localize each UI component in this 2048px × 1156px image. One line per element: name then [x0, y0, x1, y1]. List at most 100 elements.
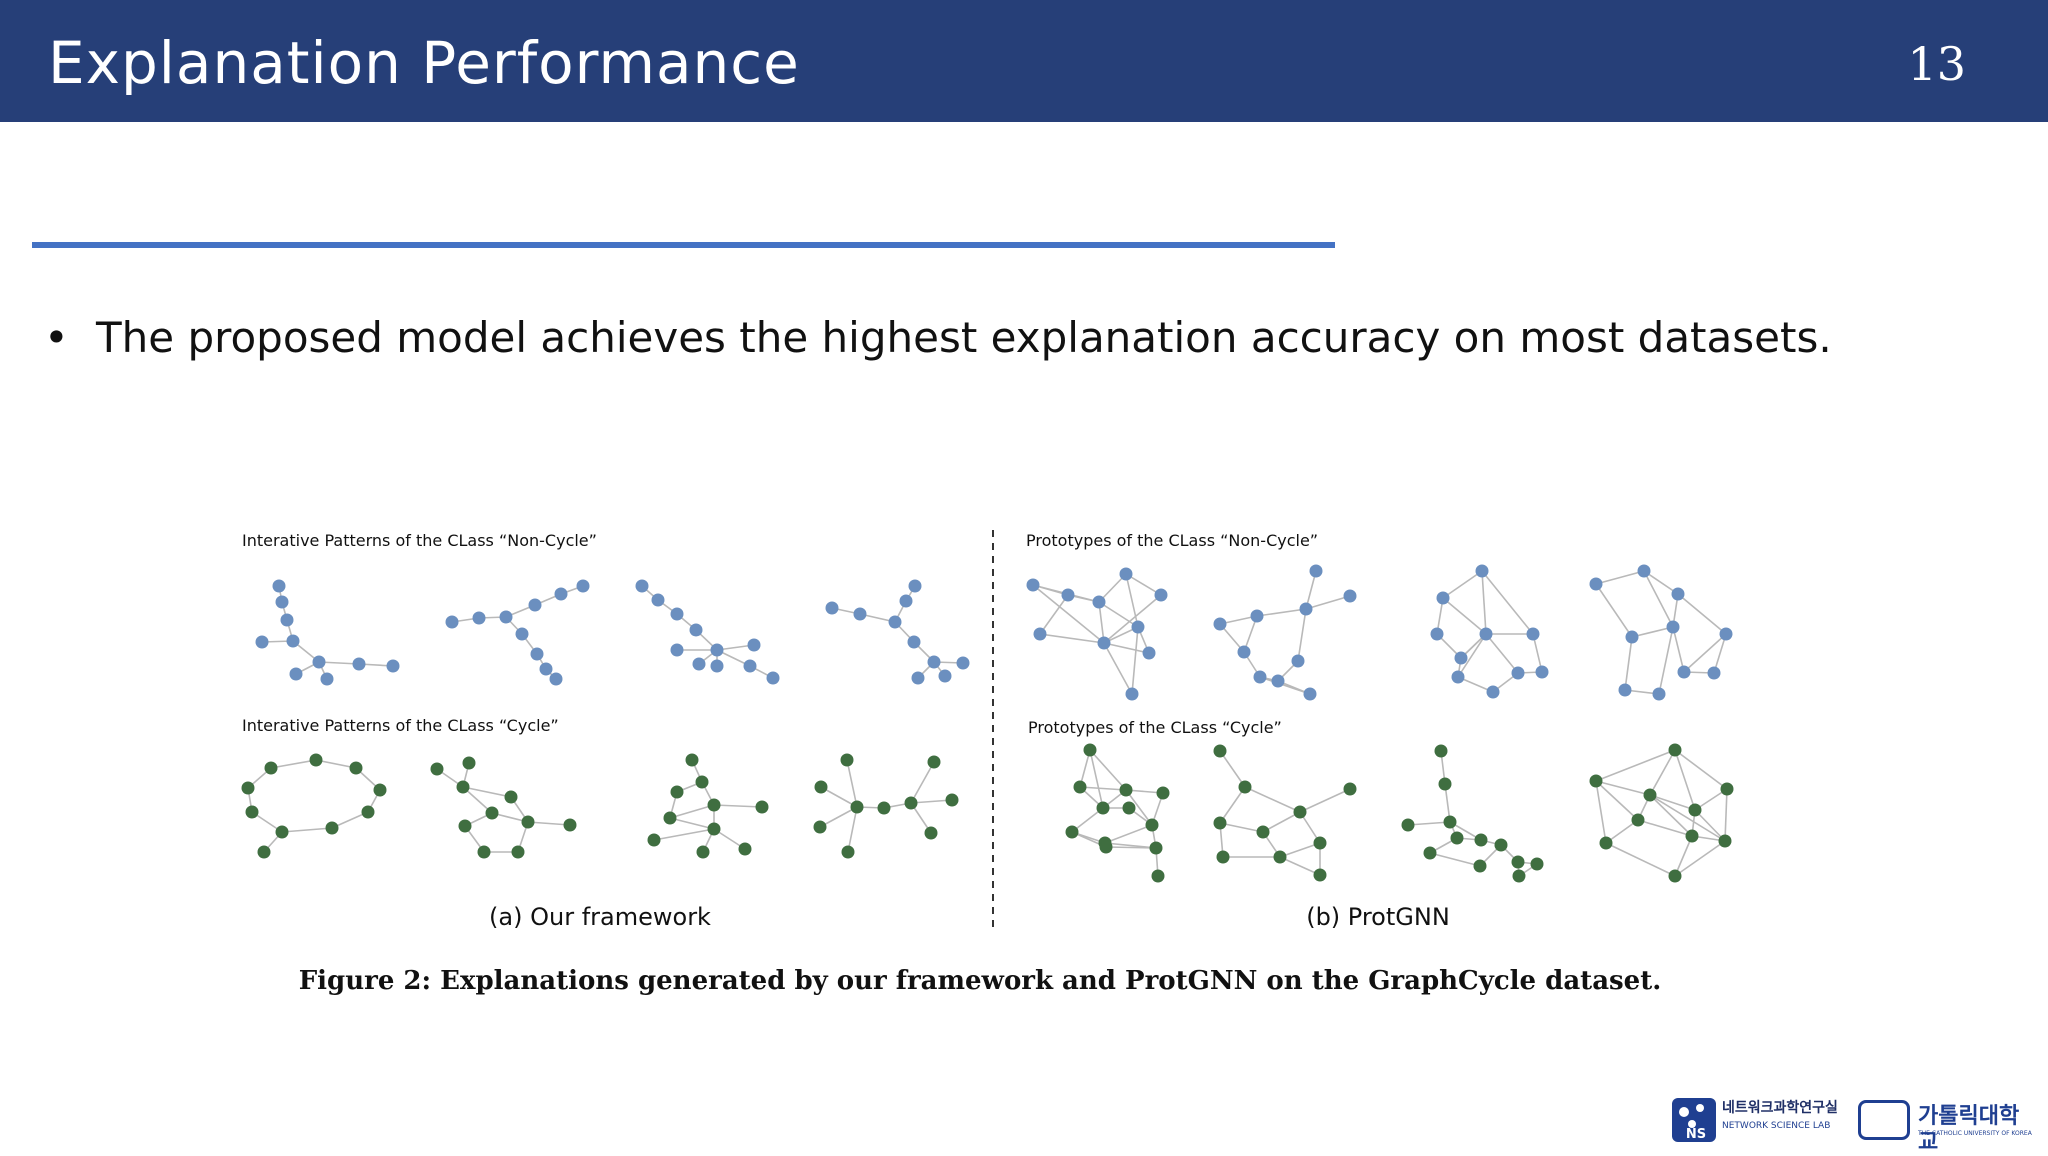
graph-node [1253, 670, 1267, 684]
graph-node [888, 615, 902, 629]
graph-node [521, 815, 535, 829]
graph-node [1125, 687, 1139, 701]
graph-edge [819, 806, 858, 828]
graph-node [1718, 834, 1732, 848]
figure-caption: Figure 2: Explanations generated by our … [298, 966, 1662, 996]
graph-edge [1442, 570, 1483, 599]
graph-node [1618, 683, 1632, 697]
cycle-graph [1213, 744, 1357, 882]
graph-node [670, 607, 684, 621]
graph-edge [270, 759, 317, 769]
panel-a-label: (a) Our framework [489, 903, 711, 931]
graph-node [743, 659, 757, 673]
graph-edge [1279, 842, 1321, 858]
graph-node [766, 671, 780, 685]
graph-node [349, 761, 363, 775]
graph-edge [1724, 788, 1728, 842]
graph-edge [462, 786, 512, 798]
graph-node [1213, 617, 1227, 631]
graph-edge [1089, 749, 1127, 791]
graph-edge [1674, 749, 1728, 790]
graph-node [1707, 666, 1721, 680]
noncycle-graph [1213, 564, 1357, 701]
graph-edge [846, 759, 858, 808]
graph-edge [1643, 570, 1679, 595]
graph-node [1313, 868, 1327, 882]
graph-edge [1595, 570, 1645, 585]
graph-node [511, 845, 525, 859]
graph-edge [910, 799, 953, 804]
graph-node [1299, 602, 1313, 616]
graph-node [1033, 627, 1047, 641]
graph-node [747, 638, 761, 652]
graph-edge [1305, 595, 1351, 610]
title-bar: Explanation Performance 13 [0, 0, 2048, 122]
graph-node [1671, 587, 1685, 601]
graph-node [1530, 857, 1544, 871]
graph-node [462, 756, 476, 770]
graph-node [1526, 627, 1540, 641]
noncycle-graph [1026, 567, 1168, 701]
lab-name-korean: 네트워크과학연구실 [1722, 1100, 1838, 1116]
graph-node [264, 761, 278, 775]
network-science-lab-logo: NS [1672, 1098, 1716, 1142]
graph-node [825, 601, 839, 615]
page-number: 13 [1907, 37, 1966, 91]
graph-edge [1674, 835, 1693, 877]
graph-node [1343, 589, 1357, 603]
graph-node [1625, 630, 1639, 644]
noncycle-graph [445, 579, 590, 686]
graph-node [850, 800, 864, 814]
graph-node [361, 805, 375, 819]
graph-node [907, 635, 921, 649]
graph-node [1677, 665, 1691, 679]
graph-node [670, 643, 684, 657]
graph-edge [1694, 809, 1726, 842]
graph-edge [1256, 608, 1307, 617]
graph-node [1423, 846, 1437, 860]
graph-node [1643, 788, 1657, 802]
graph-node [1494, 838, 1508, 852]
graph-node [554, 587, 568, 601]
graph-drawings [241, 564, 1734, 883]
graph-edge [1429, 852, 1481, 867]
graph-node [485, 806, 499, 820]
panel-b-noncycle-title: Prototypes of the CLass “Non-Cycle” [1026, 531, 1318, 550]
graph-edge [1457, 633, 1487, 678]
graph-node [499, 610, 513, 624]
graph-node [685, 753, 699, 767]
university-name-english: THE CATHOLIC UNIVERSITY OF KOREA [1918, 1130, 2032, 1137]
graph-node [695, 775, 709, 789]
graph-edge [1125, 573, 1139, 628]
graph-edge [1674, 749, 1696, 811]
graph-node [696, 845, 710, 859]
graph-edge [1089, 749, 1104, 809]
graph-edge [1071, 807, 1104, 833]
graph-node [1156, 786, 1170, 800]
graph-node [528, 598, 542, 612]
graph-node [1273, 850, 1287, 864]
graph-node [1293, 805, 1307, 819]
graph-edge [1442, 597, 1487, 635]
graph-node [1061, 588, 1075, 602]
graph-node [707, 822, 721, 836]
graph-node [386, 659, 400, 673]
graph-edge [1532, 633, 1543, 673]
graph-edge [1649, 794, 1726, 842]
graph-edge [1131, 626, 1139, 695]
graph-edge [1713, 633, 1727, 674]
graph-node [911, 671, 925, 685]
graph-node [1343, 782, 1357, 796]
graph-node [1474, 833, 1488, 847]
graph-node [1666, 620, 1680, 634]
graph-node [1122, 801, 1136, 815]
graph-node [1512, 869, 1526, 883]
noncycle-graph [635, 579, 780, 685]
graph-edge [1677, 593, 1727, 635]
graph-node [927, 655, 941, 669]
graph-node [257, 845, 271, 859]
graph-node [853, 607, 867, 621]
graph-node [1213, 744, 1227, 758]
graph-node [908, 579, 922, 593]
graph-node [539, 662, 553, 676]
